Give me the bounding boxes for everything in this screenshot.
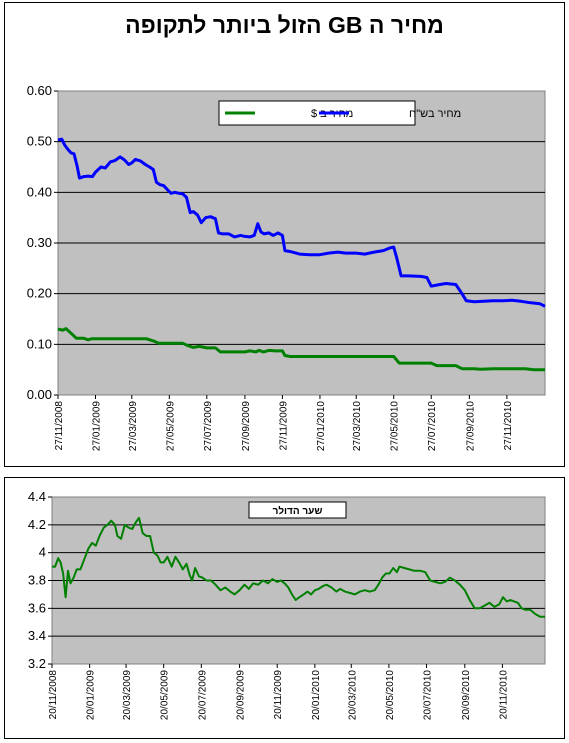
x-tick-label: 20/11/2009 bbox=[273, 670, 284, 720]
x-tick-label: 20/01/2010 bbox=[311, 670, 322, 720]
y-tick-label: 3.4 bbox=[28, 628, 46, 643]
legend-box bbox=[248, 501, 347, 519]
x-tick-label: 20/09/2009 bbox=[236, 670, 247, 720]
y-tick-label: 3.2 bbox=[28, 656, 46, 671]
x-tick-label: 27/09/2009 bbox=[241, 401, 252, 451]
x-tick-label: 20/07/2009 bbox=[197, 670, 208, 720]
x-tick-label: 27/11/2008 bbox=[54, 401, 65, 451]
y-tick-label: 0.60 bbox=[27, 83, 52, 98]
x-tick-label: 27/09/2010 bbox=[465, 401, 476, 451]
dollar-rate-chart: 3.2 3.4 3.6 3.8 4 4.2 4.4 20/11/2008 20/01/2009 2… bbox=[28, 489, 546, 720]
x-tick-label: 27/07/2009 bbox=[203, 401, 214, 451]
y-tick-label: 4.4 bbox=[28, 489, 46, 504]
x-tick-label: 27/05/2010 bbox=[390, 401, 401, 451]
legend-label: מחיר בש"ח bbox=[409, 108, 461, 120]
y-tick-label: 3.6 bbox=[28, 600, 46, 615]
x-tick-label: 27/07/2010 bbox=[427, 401, 438, 451]
series-ils-line bbox=[57, 137, 546, 308]
x-tick-label: 27/03/2009 bbox=[128, 401, 139, 451]
x-tick-label: 27/11/2010 bbox=[503, 401, 514, 451]
y-tick-label: 0.20 bbox=[27, 286, 52, 301]
x-tick-label: 20/09/2010 bbox=[461, 670, 472, 720]
x-tick-label: 20/01/2009 bbox=[86, 670, 97, 720]
x-tick-label: 27/01/2010 bbox=[316, 401, 327, 451]
page-title: מחיר ה GB הזול ביותר לתקופה bbox=[125, 12, 444, 38]
x-tick-label: 20/05/2010 bbox=[385, 670, 396, 720]
price-chart: 0.00 0.10 0.20 0.30 0.40 0.50 0.60 27/11/2008 27… bbox=[27, 83, 546, 451]
y-tick-label: 4 bbox=[39, 545, 46, 560]
x-tick-label: 20/11/2008 bbox=[48, 670, 59, 720]
y-tick-label: 0.30 bbox=[27, 235, 52, 250]
x-tick-label: 20/05/2009 bbox=[160, 670, 171, 720]
x-tick-label: 27/03/2010 bbox=[352, 401, 363, 451]
x-tick-label: 20/03/2009 bbox=[122, 670, 133, 720]
y-tick-label: 0.40 bbox=[27, 184, 52, 199]
y-tick-label: 3.8 bbox=[28, 573, 46, 588]
y-tick-label: 4.2 bbox=[28, 517, 46, 532]
chart-title: שער הדולר bbox=[273, 505, 323, 517]
x-tick-label: 20/03/2010 bbox=[347, 670, 358, 720]
y-tick-label: 0.10 bbox=[27, 336, 52, 351]
x-tick-label: 27/11/2009 bbox=[278, 401, 289, 451]
y-tick-label: 0.00 bbox=[27, 387, 52, 402]
x-tick-label: 27/01/2009 bbox=[92, 401, 103, 451]
x-tick-label: 20/11/2010 bbox=[498, 670, 509, 720]
x-tick-label: 20/07/2010 bbox=[423, 670, 434, 720]
series-usd-line bbox=[57, 327, 545, 372]
y-tick-label: 0.50 bbox=[27, 134, 52, 149]
x-tick-label: 27/05/2009 bbox=[165, 401, 176, 451]
series-usd-rate-line bbox=[52, 516, 545, 618]
